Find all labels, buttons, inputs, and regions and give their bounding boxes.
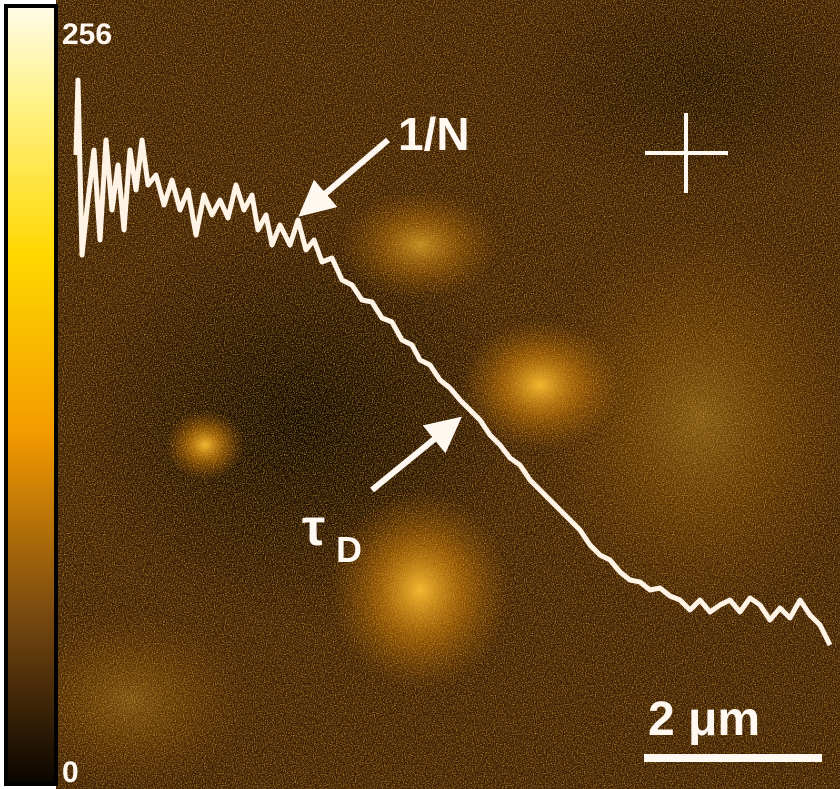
label-tau: τ — [302, 499, 325, 557]
label-tau-subscript: D — [336, 529, 362, 570]
colorbar-max: 256 — [62, 18, 112, 51]
colorbar — [6, 6, 56, 784]
figure: 256 0 1/N τ D 2 μm — [0, 0, 840, 789]
colorbar-min: 0 — [62, 756, 79, 789]
label-amplitude: 1/N — [398, 108, 470, 160]
scale-bar-label: 2 μm — [648, 693, 760, 746]
